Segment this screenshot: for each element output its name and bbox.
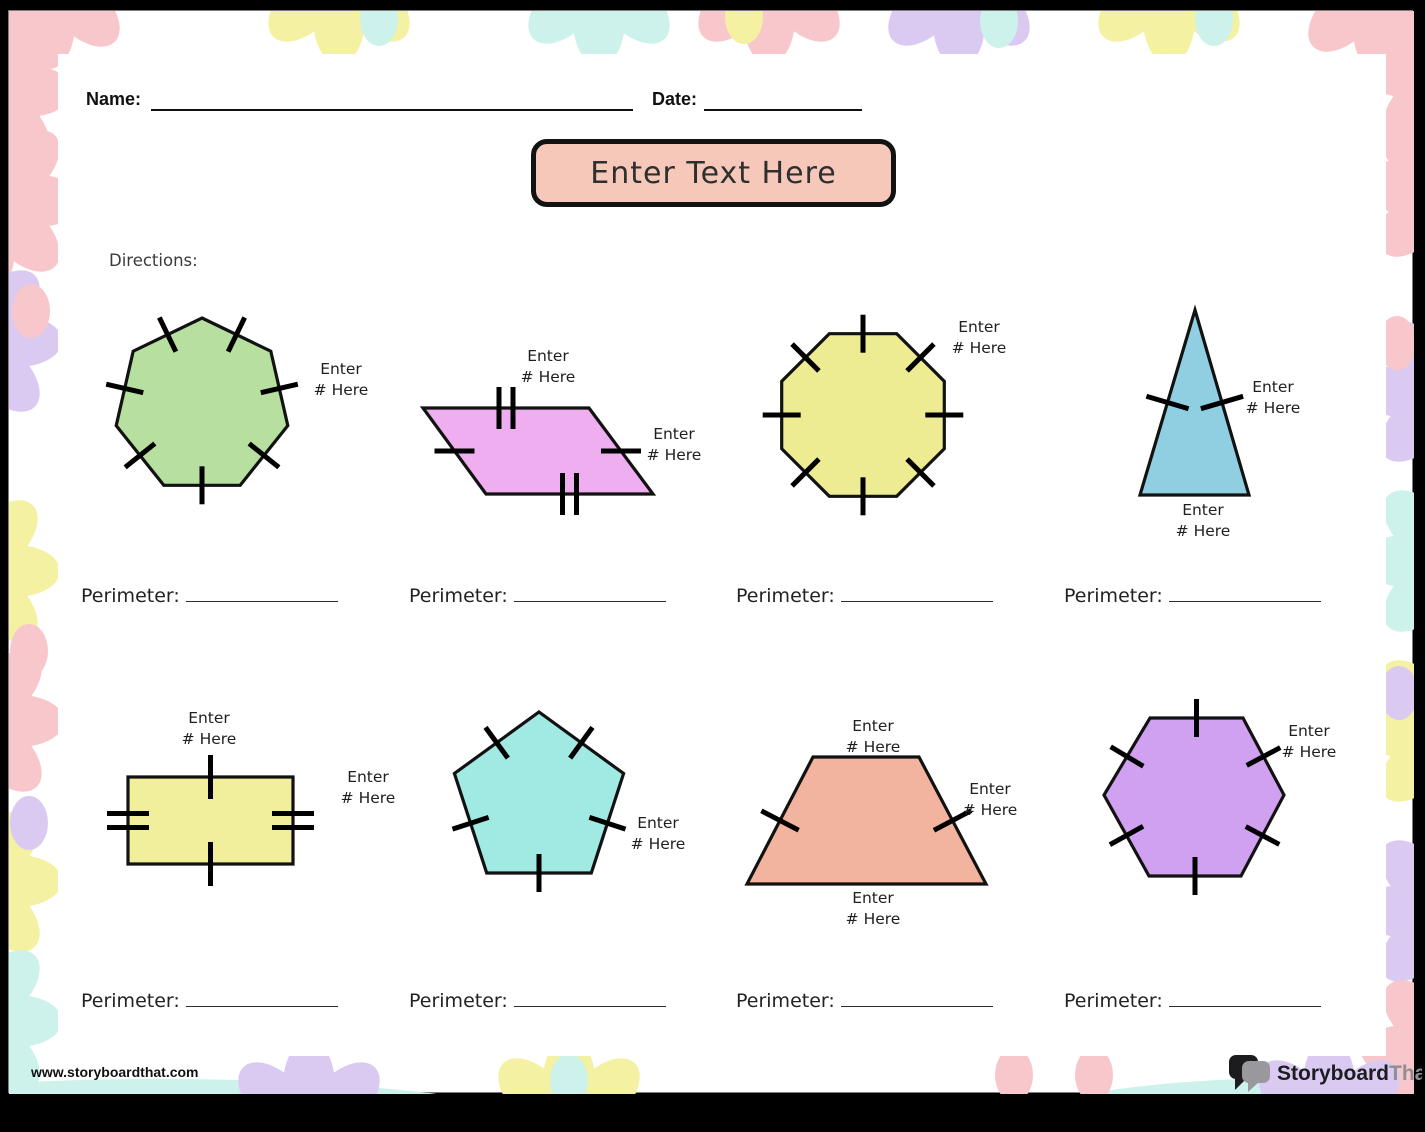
perimeter-row: Perimeter:: [409, 581, 666, 607]
website-url: www.storyboardthat.com: [31, 1064, 199, 1080]
worksheet-title[interactable]: Enter Text Here: [590, 155, 837, 191]
perimeter-label: Perimeter:: [409, 989, 508, 1012]
octagon-side-label[interactable]: Enter # Here: [951, 318, 1007, 357]
octagon: [780, 332, 946, 498]
parallelogram-shape: [419, 387, 657, 515]
floral-border: [9, 11, 1414, 1094]
octagon-shape: [762, 314, 964, 516]
perimeter-row: Perimeter:: [1064, 581, 1321, 607]
parallelogram-top-label[interactable]: Enter # Here: [520, 347, 576, 386]
name-blank-line[interactable]: [151, 93, 633, 111]
worksheet-title-box[interactable]: Enter Text Here: [531, 139, 896, 207]
perimeter-label: Perimeter:: [736, 584, 835, 607]
perimeter-label: Perimeter:: [409, 584, 508, 607]
rectangle-right-label[interactable]: Enter # Here: [340, 768, 396, 807]
svg-text:StoryboardThat: StoryboardThat: [1277, 1062, 1422, 1085]
hexagon-shape: [1102, 699, 1286, 895]
parallelogram: [419, 406, 657, 496]
perimeter-label: Perimeter:: [736, 989, 835, 1012]
pentagon-shape: [451, 710, 627, 892]
trapezoid-top-label[interactable]: Enter # Here: [845, 717, 901, 756]
heptagon: [114, 316, 290, 487]
perimeter-label: Perimeter:: [81, 989, 180, 1012]
rectangle-shape: [107, 755, 314, 886]
trapezoid: [744, 755, 989, 886]
pentagon-right-label[interactable]: Enter # Here: [630, 814, 686, 853]
perimeter-blank-line[interactable]: [513, 581, 666, 602]
rectangle: [126, 775, 295, 866]
perimeter-blank-line[interactable]: [840, 581, 993, 602]
directions-label[interactable]: Directions:: [109, 251, 198, 270]
perimeter-blank-line[interactable]: [840, 986, 993, 1007]
logo-text-that: That: [1389, 1062, 1422, 1085]
perimeter-blank-line[interactable]: [1168, 986, 1321, 1007]
perimeter-blank-line[interactable]: [185, 986, 338, 1007]
storyboardthat-logo: StoryboardThat: [1229, 1055, 1422, 1092]
trapezoid-shape: [744, 755, 989, 886]
perimeter-row: Perimeter:: [81, 581, 338, 607]
hexagon: [1102, 716, 1286, 878]
perimeter-blank-line[interactable]: [185, 581, 338, 602]
perimeter-label: Perimeter:: [1064, 989, 1163, 1012]
pentagon: [452, 710, 626, 875]
rectangle-top-label[interactable]: Enter # Here: [181, 709, 237, 748]
triangle-shape: [1137, 304, 1252, 497]
logo-text-storyboard: Storyboard: [1277, 1062, 1389, 1085]
trapezoid-right-label[interactable]: Enter # Here: [962, 780, 1018, 819]
speech-bubbles-icon: [1229, 1055, 1270, 1092]
heptagon-shape: [105, 316, 299, 505]
date-label: Date:: [652, 89, 698, 109]
perimeter-row: Perimeter:: [736, 581, 993, 607]
trapezoid-bottom-label[interactable]: Enter # Here: [845, 889, 901, 928]
date-blank-line[interactable]: [704, 93, 862, 111]
perimeter-row: Perimeter:: [81, 986, 338, 1012]
worksheet-page: Name: Date: Enter Text Here Directions: …: [8, 10, 1422, 1094]
name-label: Name:: [86, 89, 142, 109]
perimeter-row: Perimeter:: [736, 986, 993, 1012]
heptagon-side-label[interactable]: Enter # Here: [313, 360, 369, 399]
content-mask: [58, 54, 1386, 1056]
triangle-bottom-label[interactable]: Enter # Here: [1175, 501, 1231, 540]
perimeter-blank-line[interactable]: [1168, 581, 1321, 602]
hexagon-side-label[interactable]: Enter # Here: [1281, 722, 1337, 761]
parallelogram-right-label[interactable]: Enter # Here: [646, 425, 702, 464]
perimeter-row: Perimeter:: [1064, 986, 1321, 1012]
perimeter-label: Perimeter:: [81, 584, 180, 607]
triangle-right-label[interactable]: Enter # Here: [1245, 378, 1301, 417]
perimeter-blank-line[interactable]: [513, 986, 666, 1007]
perimeter-label: Perimeter:: [1064, 584, 1163, 607]
triangle: [1137, 304, 1252, 497]
perimeter-row: Perimeter:: [409, 986, 666, 1012]
